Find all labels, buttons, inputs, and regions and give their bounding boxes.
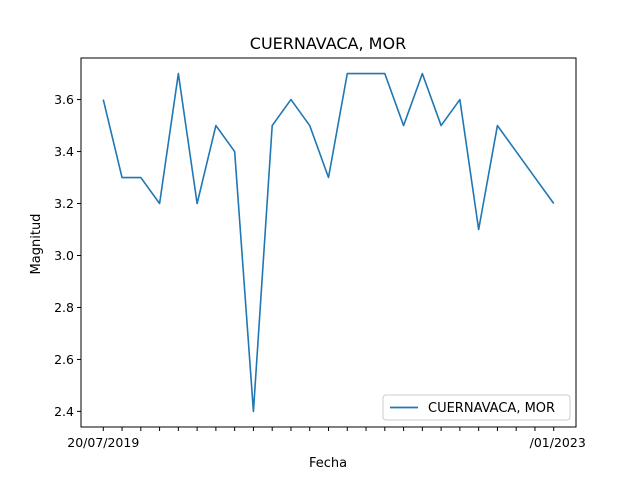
data-point [420, 72, 424, 76]
data-point [383, 72, 387, 76]
data-point [101, 98, 105, 102]
data-point [514, 150, 518, 154]
data-point [533, 176, 537, 180]
y-tick-label: 3.2 [54, 196, 74, 211]
x-tick-label: /01/2023 [530, 435, 586, 450]
legend: CUERNAVACA, MOR [382, 394, 571, 421]
y-tick-label: 3.4 [54, 144, 74, 159]
x-axis-label: Fecha [309, 456, 347, 471]
y-tick-label: 3.6 [54, 92, 74, 107]
data-point [214, 124, 218, 128]
chart-title: CUERNAVACA, MOR [250, 34, 406, 53]
y-tick-label: 2.8 [54, 300, 74, 315]
data-point [289, 98, 293, 102]
data-point [251, 409, 255, 413]
data-point [195, 202, 199, 206]
x-tick-label: 20/07/2019 [67, 435, 139, 450]
data-point [176, 72, 180, 76]
y-axis-label: Magnitud [29, 214, 44, 275]
plot-area: 2.4 2.6 2.8 3.0 3.2 3.4 3.6 20/07/2019/01/2023 [54, 57, 586, 450]
data-point [139, 176, 143, 180]
data-point [458, 98, 462, 102]
data-point [327, 176, 331, 180]
data-point [477, 228, 481, 232]
legend-label: CUERNAVACA, MOR [428, 401, 555, 416]
legend-box [382, 394, 571, 421]
y-tick-label: 2.6 [54, 352, 74, 367]
data-point [233, 150, 237, 154]
data-point [158, 202, 162, 206]
data-point [552, 202, 556, 206]
data-point [345, 72, 349, 76]
y-tick-label: 3.0 [54, 248, 74, 263]
data-point [270, 124, 274, 128]
data-point [495, 124, 499, 128]
data-point [402, 124, 406, 128]
data-point [439, 124, 443, 128]
data-point [120, 176, 124, 180]
data-point [308, 124, 312, 128]
series-line [102, 72, 555, 413]
y-tick-label: 2.4 [54, 404, 74, 419]
data-point [364, 72, 368, 76]
